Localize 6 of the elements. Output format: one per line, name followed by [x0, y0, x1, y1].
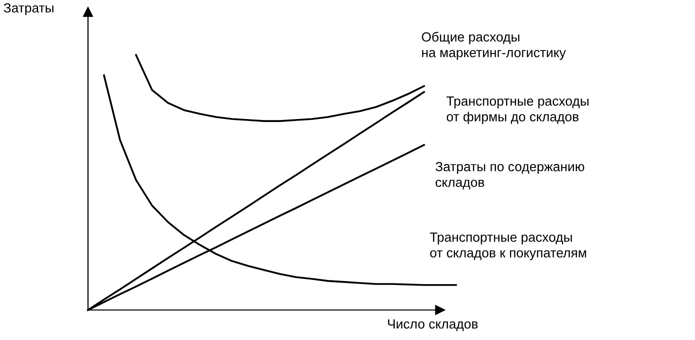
x-axis-title: Число складов: [388, 319, 478, 332]
series-label: Транспортные расходы от фирмы до складов: [446, 96, 588, 124]
series-label: Затраты по содержанию складов: [436, 162, 584, 190]
series-label: Общие расходы на маркетинг-логистику: [422, 32, 566, 60]
y-axis-title: Затраты: [4, 3, 54, 16]
series-label: Транспортные расходы от складов к покупателям: [430, 232, 586, 260]
